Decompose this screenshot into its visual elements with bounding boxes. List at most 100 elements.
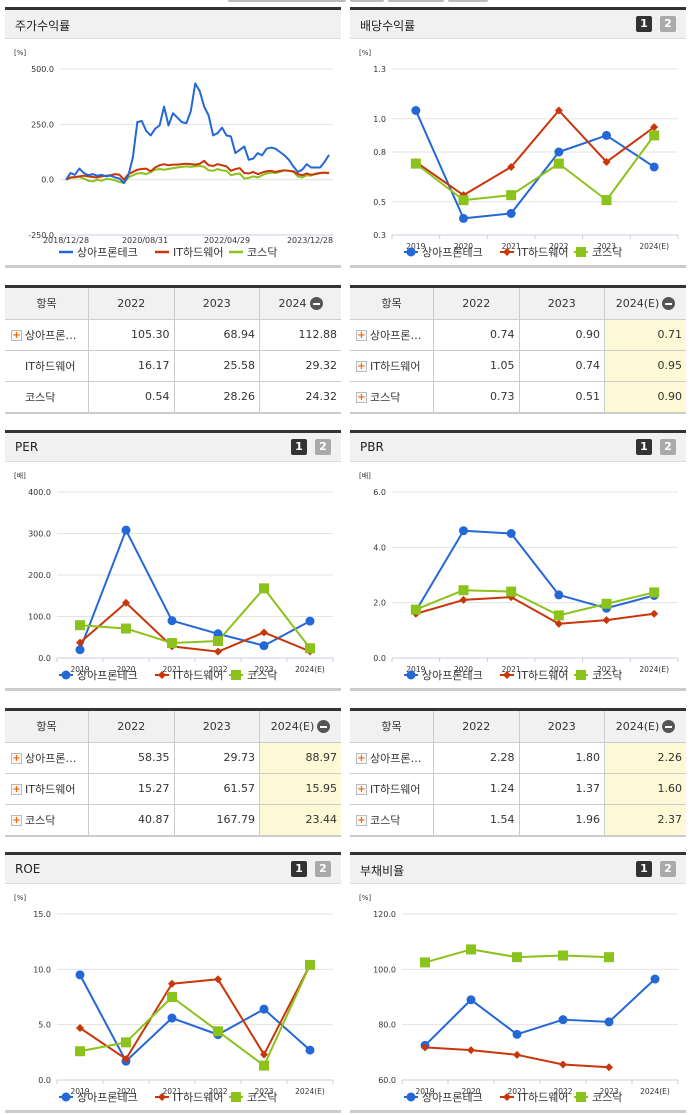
page-1-button[interactable]: 1 — [636, 16, 652, 32]
column-header: 항목 — [350, 288, 434, 320]
cell-value: 0.95 — [604, 350, 686, 382]
svg-text:2.0: 2.0 — [373, 599, 386, 608]
dividend-chart: [%]1.3 1.0 0.8 0.5 0.3 2019 2020 2021 2022 2023 20… — [359, 49, 679, 259]
table-header-row: 항목 2022 2023 2024(E) — [5, 711, 341, 743]
top-button[interactable] — [228, 0, 346, 2]
column-header: 2024(E) — [604, 711, 686, 743]
svg-text:500.0: 500.0 — [31, 65, 54, 74]
table-row: + 코스닥 40.87 167.79 23.44 — [5, 804, 341, 835]
page-2-button[interactable]: 2 — [315, 439, 331, 455]
svg-text:[%]: [%] — [14, 49, 26, 57]
collapse-icon[interactable] — [662, 297, 676, 310]
svg-text:상아프론테크: 상아프론테크 — [422, 669, 483, 682]
expand-icon[interactable]: + — [11, 784, 22, 795]
svg-text:2023: 2023 — [254, 665, 273, 674]
svg-text:60.0: 60.0 — [378, 1076, 396, 1085]
svg-text:2024(E): 2024(E) — [640, 1087, 670, 1096]
column-header: 2022 — [88, 288, 175, 320]
cell-value: 25.58 — [174, 350, 261, 382]
expand-icon[interactable]: + — [356, 815, 367, 827]
svg-text:2022: 2022 — [208, 1087, 227, 1096]
svg-text:120.0: 120.0 — [373, 910, 396, 919]
expand-icon[interactable]: + — [356, 784, 367, 795]
top-button[interactable] — [388, 0, 444, 2]
expand-icon[interactable]: + — [356, 753, 367, 764]
svg-text:6.0: 6.0 — [373, 488, 386, 497]
svg-text:IT하드웨어: IT하드웨어 — [173, 1090, 223, 1104]
column-header: 항목 — [5, 711, 89, 743]
page-1-button[interactable]: 1 — [291, 861, 307, 877]
page-2-button[interactable]: 2 — [660, 16, 676, 32]
table-pbr: 항목 2022 2023 2024(E) + 상아프론… 2.28 1.80 2.26 + IT하드… — [350, 708, 686, 837]
row-label: + 코스닥 — [350, 804, 434, 835]
svg-text:0.0: 0.0 — [38, 654, 51, 663]
svg-text:상아프론테크: 상아프론테크 — [77, 1091, 138, 1104]
table-dividend: 항목 2022 2023 2024(E) + 상아프론… 0.74 0.90 0.71 + IT하드… — [350, 285, 686, 414]
svg-text:0.0: 0.0 — [38, 1076, 51, 1085]
svg-text:IT하드웨어: IT하드웨어 — [173, 245, 223, 259]
cell-value: 2.37 — [604, 804, 686, 835]
cell-value: 1.96 — [519, 804, 606, 835]
expand-icon[interactable]: + — [11, 330, 22, 341]
expand-icon[interactable]: + — [356, 330, 367, 341]
table-row: + 코스닥 1.54 1.96 2.37 — [350, 804, 686, 835]
cell-value: 1.80 — [519, 742, 606, 774]
top-button[interactable] — [350, 0, 384, 2]
row-label: + 코스닥 — [350, 381, 434, 412]
expand-icon[interactable]: + — [11, 753, 22, 764]
table-header-row: 항목 2022 2023 2024(E) — [350, 288, 686, 320]
expand-icon[interactable]: + — [356, 392, 367, 404]
svg-text:2022: 2022 — [553, 1087, 572, 1096]
svg-text:IT하드웨어: IT하드웨어 — [518, 245, 568, 259]
svg-text:1.0: 1.0 — [373, 115, 386, 124]
expand-icon[interactable]: + — [356, 361, 367, 372]
table-per: 항목 2022 2023 2024(E) + 상아프론… 58.35 29.73 88.97 + I… — [5, 708, 341, 837]
top-toolbar-edge — [0, 0, 691, 4]
collapse-icon[interactable] — [317, 720, 331, 733]
cell-value: 0.74 — [433, 319, 520, 351]
page-1-button[interactable]: 1 — [636, 439, 652, 455]
cell-value: 112.88 — [259, 319, 341, 351]
svg-text:2024(E): 2024(E) — [639, 665, 669, 674]
table-row: + 상아프론… 58.35 29.73 88.97 — [5, 742, 341, 774]
svg-text:100.0: 100.0 — [373, 965, 396, 974]
column-header: 항목 — [5, 288, 89, 320]
cell-value: 61.57 — [174, 773, 261, 805]
page-2-button[interactable]: 2 — [315, 861, 331, 877]
collapse-icon[interactable] — [662, 720, 676, 733]
svg-text:2022: 2022 — [208, 665, 227, 674]
cell-value: 29.73 — [174, 742, 261, 774]
cell-value: 105.30 — [88, 319, 175, 351]
page-2-button[interactable]: 2 — [660, 439, 676, 455]
page-1-button[interactable]: 1 — [636, 861, 652, 877]
pbr-chart: [배]6.0 4.0 2.0 0.0 2019 2020 2021 2022 2023 2024(… — [359, 471, 679, 682]
cell-value: 0.90 — [604, 381, 686, 412]
expand-icon[interactable]: + — [11, 815, 22, 827]
column-header: 2022 — [433, 288, 520, 320]
cell-value: 40.87 — [88, 804, 175, 835]
top-button[interactable] — [448, 0, 488, 2]
collapse-icon[interactable] — [309, 297, 323, 310]
table-row: + 상아프론… 0.74 0.90 0.71 — [350, 319, 686, 351]
row-label: + IT하드웨어 — [350, 773, 434, 805]
svg-text:IT하드웨어: IT하드웨어 — [518, 1090, 568, 1104]
cell-value: 58.35 — [88, 742, 175, 774]
svg-text:4.0: 4.0 — [373, 543, 386, 552]
svg-text:2023/12/28: 2023/12/28 — [287, 236, 333, 245]
svg-text:2024(E): 2024(E) — [639, 242, 669, 251]
per-chart: [배]400.0 300.0 200.0 100.0 0.0 2019 2020 2021 20… — [14, 471, 334, 682]
svg-text:80.0: 80.0 — [378, 1021, 396, 1030]
svg-text:2020: 2020 — [454, 665, 473, 674]
svg-text:2018/12/28: 2018/12/28 — [43, 236, 89, 245]
cell-value: 1.54 — [433, 804, 520, 835]
page-1-button[interactable]: 1 — [291, 439, 307, 455]
svg-text:2020: 2020 — [454, 242, 473, 251]
svg-text:2019: 2019 — [415, 1087, 434, 1096]
cell-value: 29.32 — [259, 350, 341, 382]
svg-text:상아프론테크: 상아프론테크 — [77, 669, 138, 682]
svg-text:2022/04/29: 2022/04/29 — [204, 236, 250, 245]
page-2-button[interactable]: 2 — [660, 861, 676, 877]
panel-stock-return: 주가수익률 [%] 500.0 250.0 0.0 -250.0 2018/12/28 20… — [5, 7, 341, 268]
table-header-row: 항목 2022 2023 2024(E) — [350, 711, 686, 743]
